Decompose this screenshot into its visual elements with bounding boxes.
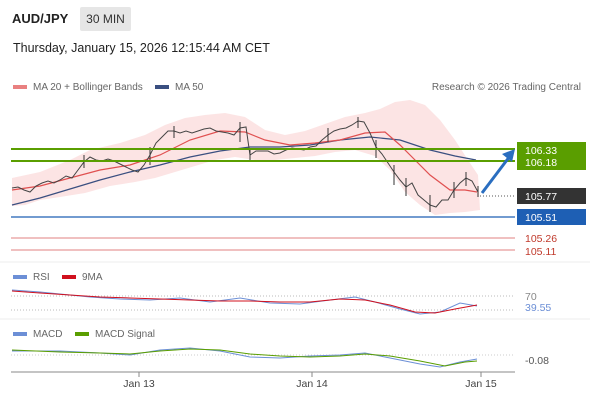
- macd-signal-legend-label: MACD Signal: [95, 329, 155, 340]
- rsi-value-label: 39.55: [525, 302, 551, 314]
- copyright-label: Research © 2026 Trading Central: [432, 82, 581, 93]
- symbol-title: AUD/JPY: [12, 11, 69, 26]
- level-label-1: 106.33: [525, 145, 557, 157]
- ma20-legend-swatch: [13, 85, 27, 89]
- level-box-support: [517, 209, 586, 225]
- rsi-legend-label: RSI: [33, 272, 50, 283]
- ma50-line: [11, 136, 477, 206]
- rsi-legend-swatch: [13, 275, 27, 279]
- ma20-legend-label: MA 20 + Bollinger Bands: [33, 82, 143, 93]
- level-label-pivot-2: 105.11: [525, 246, 556, 258]
- rsi-ma-line: [11, 290, 478, 314]
- macd-legend-label: MACD: [33, 329, 62, 340]
- x-tick-label-1: Jan 13: [123, 378, 155, 390]
- x-tick-label-3: Jan 15: [465, 378, 497, 390]
- forecast-arrow: [480, 155, 512, 194]
- macd-signal-legend-swatch: [75, 332, 89, 336]
- macd-line: [12, 347, 478, 368]
- timestamp: Thursday, January 15, 2026 12:15:44 AM C…: [13, 41, 270, 55]
- level-box-current: [517, 188, 586, 204]
- macd-signal-line: [11, 348, 478, 367]
- macd-legend-swatch: [13, 332, 27, 336]
- ma50-legend-swatch: [155, 85, 169, 89]
- timeframe-button[interactable]: 30 MIN: [80, 7, 131, 31]
- rsi-line: [11, 289, 478, 315]
- rsi-ma-legend-swatch: [62, 275, 76, 279]
- forecast-arrowhead: [502, 149, 515, 162]
- price-series: [11, 120, 479, 208]
- level-box-1: [517, 142, 586, 170]
- rsi-ma-legend-label: 9MA: [82, 272, 103, 283]
- x-tick-label-2: Jan 14: [296, 378, 328, 390]
- level-label-2: 106.18: [525, 157, 557, 169]
- level-label-current: 105.77: [525, 191, 557, 203]
- level-label-pivot-1: 105.26: [525, 233, 557, 245]
- level-label-support: 105.51: [525, 212, 557, 224]
- bollinger-band: [12, 100, 480, 215]
- ma50-legend-label: MA 50: [175, 82, 204, 93]
- ma20-line: [11, 130, 478, 193]
- macd-value-label: -0.08: [525, 355, 549, 367]
- rsi-upper-label: 70: [525, 291, 537, 303]
